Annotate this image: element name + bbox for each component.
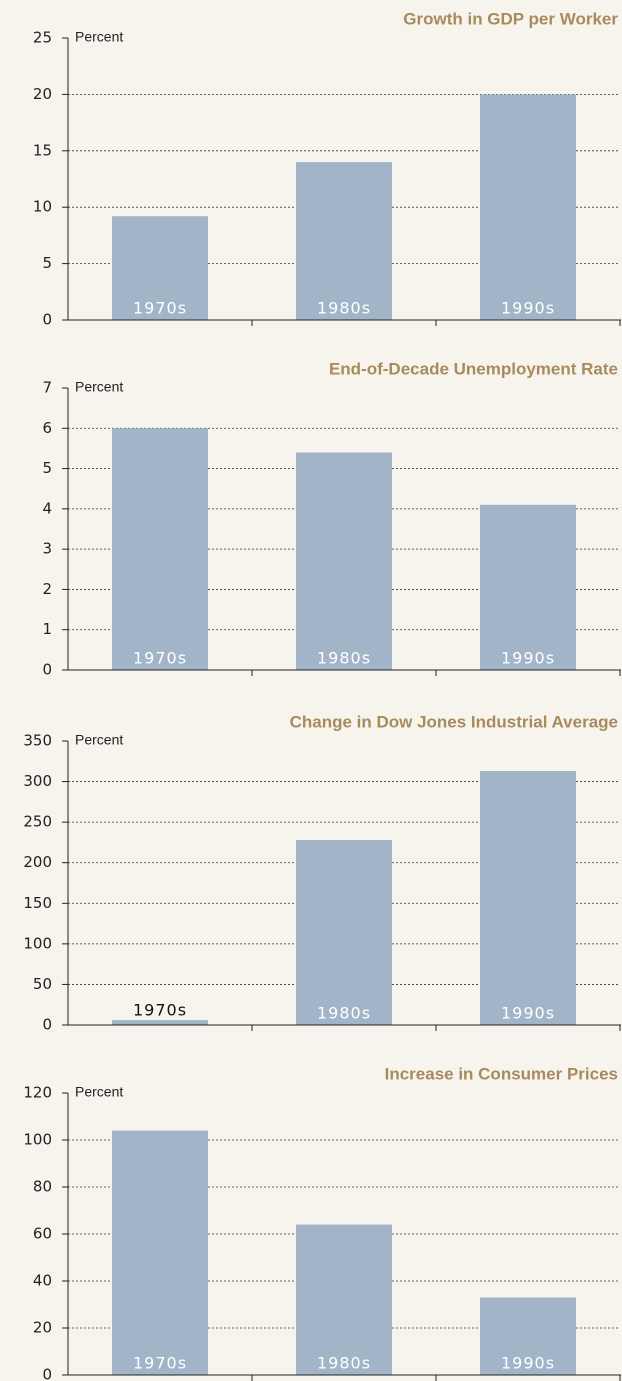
y-tick-label: 60 — [33, 1225, 52, 1243]
y-tick-label: 10 — [33, 198, 52, 216]
y-tick-label: 300 — [23, 772, 52, 790]
y-tick-label: 5 — [42, 459, 52, 477]
y-tick-label: 100 — [23, 1131, 52, 1149]
chart-title: End-of-Decade Unemployment Rate — [329, 359, 618, 378]
y-tick-label: 0 — [42, 311, 52, 329]
category-label: 1990s — [501, 1354, 555, 1373]
y-axis-unit: Percent — [75, 1084, 123, 1100]
category-label: 1980s — [317, 299, 371, 318]
y-tick-label: 3 — [42, 540, 52, 558]
bar — [296, 839, 392, 1025]
y-tick-label: 2 — [42, 580, 52, 598]
bar — [112, 216, 208, 320]
y-axis-unit: Percent — [75, 29, 123, 45]
category-label: 1970s — [133, 1001, 187, 1020]
bar — [480, 94, 576, 321]
y-tick-label: 15 — [33, 141, 52, 159]
category-label: 1990s — [501, 299, 555, 318]
y-tick-label: 6 — [42, 419, 52, 437]
bar — [112, 1130, 208, 1375]
chart-title: Growth in GDP per Worker — [403, 9, 618, 28]
bar — [112, 428, 208, 670]
y-tick-label: 5 — [42, 254, 52, 272]
bar — [296, 162, 392, 320]
chart-title: Increase in Consumer Prices — [385, 1064, 618, 1083]
y-axis-unit: Percent — [75, 732, 123, 748]
y-tick-label: 4 — [42, 499, 52, 517]
y-tick-label: 25 — [33, 29, 52, 47]
y-tick-label: 0 — [42, 1016, 52, 1034]
category-label: 1970s — [133, 649, 187, 668]
y-tick-label: 250 — [23, 813, 52, 831]
category-label: 1980s — [317, 1354, 371, 1373]
y-tick-label: 120 — [23, 1084, 52, 1102]
y-axis-unit: Percent — [75, 379, 123, 395]
y-tick-label: 350 — [23, 732, 52, 750]
y-tick-label: 100 — [23, 934, 52, 952]
bar — [296, 1224, 392, 1375]
y-tick-label: 80 — [33, 1178, 52, 1196]
category-label: 1970s — [133, 299, 187, 318]
category-label: 1970s — [133, 1354, 187, 1373]
chart-title: Change in Dow Jones Industrial Average — [290, 712, 618, 731]
bar — [480, 504, 576, 670]
category-label: 1990s — [501, 649, 555, 668]
bar — [112, 1020, 208, 1025]
y-tick-label: 150 — [23, 894, 52, 912]
y-tick-label: 1 — [42, 620, 52, 638]
y-tick-label: 20 — [33, 1319, 52, 1337]
bar — [480, 771, 576, 1025]
y-tick-label: 200 — [23, 853, 52, 871]
y-tick-label: 50 — [33, 975, 52, 993]
y-tick-label: 0 — [42, 1366, 52, 1381]
category-label: 1990s — [501, 1004, 555, 1023]
category-label: 1980s — [317, 649, 371, 668]
bar — [296, 452, 392, 670]
y-tick-label: 7 — [42, 379, 52, 397]
y-tick-label: 0 — [42, 661, 52, 679]
y-tick-label: 20 — [33, 85, 52, 103]
y-tick-label: 40 — [33, 1272, 52, 1290]
bar — [480, 1297, 576, 1375]
category-label: 1980s — [317, 1004, 371, 1023]
